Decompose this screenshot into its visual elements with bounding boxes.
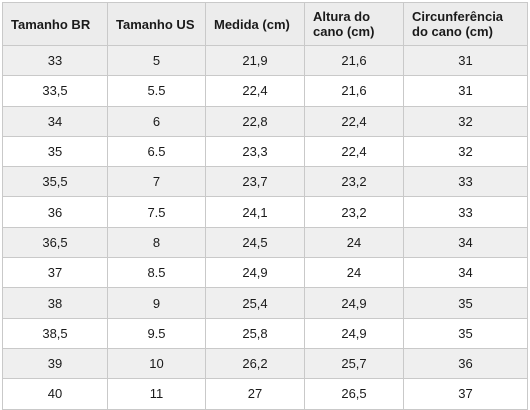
table-cell: 8.5 <box>107 257 206 289</box>
table-cell: 21,6 <box>304 75 404 107</box>
table-row: 33 5 21,9 21,6 31 <box>2 44 528 77</box>
table-cell: 31 <box>403 44 528 77</box>
table-cell: 40 <box>2 378 108 410</box>
table-row: 38,5 9.5 25,8 24,9 35 <box>2 317 528 349</box>
table-cell: 36,5 <box>2 226 108 259</box>
table-cell: 9 <box>107 287 206 319</box>
table-cell: 33,5 <box>2 75 108 107</box>
table-cell: 22,4 <box>304 105 404 137</box>
table-cell: 24,9 <box>304 287 404 319</box>
header-cell: Tamanho US <box>107 2 206 46</box>
table-cell: 25,7 <box>304 347 404 380</box>
table-cell: 25,8 <box>205 317 305 349</box>
table-cell: 33 <box>403 166 528 198</box>
table-cell: 24 <box>304 257 404 289</box>
table-row: 40 11 27 26,5 37 <box>2 378 528 410</box>
table-row: 36 7.5 24,1 23,2 33 <box>2 196 528 228</box>
header-row: Tamanho BR Tamanho US Medida (cm) Altura do… <box>2 2 528 46</box>
table-cell: 33 <box>2 44 108 77</box>
table-cell: 21,6 <box>304 44 404 77</box>
table-row: 35 6.5 23,3 22,4 32 <box>2 135 528 168</box>
table-cell: 34 <box>2 105 108 137</box>
table-cell: 9.5 <box>107 317 206 349</box>
table-cell: 24,5 <box>205 226 305 259</box>
table-row: 38 9 25,4 24,9 35 <box>2 287 528 319</box>
table-cell: 8 <box>107 226 206 259</box>
table-cell: 36 <box>403 347 528 380</box>
table-cell: 7.5 <box>107 196 206 228</box>
table-cell: 11 <box>107 378 206 410</box>
table-cell: 34 <box>403 257 528 289</box>
table-row: 37 8.5 24,9 24 34 <box>2 257 528 289</box>
table-cell: 10 <box>107 347 206 380</box>
header-cell: Tamanho BR <box>2 2 108 46</box>
table-cell: 6.5 <box>107 135 206 168</box>
table-cell: 24,9 <box>304 317 404 349</box>
table-cell: 5.5 <box>107 75 206 107</box>
table-cell: 7 <box>107 166 206 198</box>
table-cell: 31 <box>403 75 528 107</box>
table-cell: 23,2 <box>304 196 404 228</box>
header-cell: Medida (cm) <box>205 2 305 46</box>
table-cell: 25,4 <box>205 287 305 319</box>
header-cell: Altura do cano (cm) <box>304 2 404 46</box>
table-cell: 22,4 <box>205 75 305 107</box>
table-cell: 35 <box>403 317 528 349</box>
table-cell: 5 <box>107 44 206 77</box>
table-cell: 32 <box>403 135 528 168</box>
table-cell: 35 <box>403 287 528 319</box>
table-cell: 27 <box>205 378 305 410</box>
table-cell: 26,2 <box>205 347 305 380</box>
table-cell: 35,5 <box>2 166 108 198</box>
table-cell: 23,3 <box>205 135 305 168</box>
table-cell: 24,9 <box>205 257 305 289</box>
table-header: Tamanho BR Tamanho US Medida (cm) Altura do… <box>2 2 528 46</box>
table-row: 33,5 5.5 22,4 21,6 31 <box>2 75 528 107</box>
table-cell: 24 <box>304 226 404 259</box>
table-cell: 38 <box>2 287 108 319</box>
table-cell: 22,4 <box>304 135 404 168</box>
table-row: 36,5 8 24,5 24 34 <box>2 226 528 259</box>
table-cell: 35 <box>2 135 108 168</box>
table-cell: 37 <box>2 257 108 289</box>
table-cell: 34 <box>403 226 528 259</box>
header-cell: Circunferência do cano (cm) <box>403 2 528 46</box>
table-cell: 32 <box>403 105 528 137</box>
table-row: 34 6 22,8 22,4 32 <box>2 105 528 137</box>
table-row: 35,5 7 23,7 23,2 33 <box>2 166 528 198</box>
table-row: 39 10 26,2 25,7 36 <box>2 347 528 380</box>
table-cell: 22,8 <box>205 105 305 137</box>
table-cell: 37 <box>403 378 528 410</box>
table-cell: 39 <box>2 347 108 380</box>
table-cell: 23,7 <box>205 166 305 198</box>
table-cell: 21,9 <box>205 44 305 77</box>
table-cell: 24,1 <box>205 196 305 228</box>
table-body: 33 5 21,9 21,6 31 33,5 5.5 22,4 21,6 31 34 6 22,8 22,… <box>2 44 528 410</box>
table-cell: 6 <box>107 105 206 137</box>
table-cell: 33 <box>403 196 528 228</box>
table-cell: 38,5 <box>2 317 108 349</box>
table-cell: 26,5 <box>304 378 404 410</box>
table-cell: 36 <box>2 196 108 228</box>
table-cell: 23,2 <box>304 166 404 198</box>
